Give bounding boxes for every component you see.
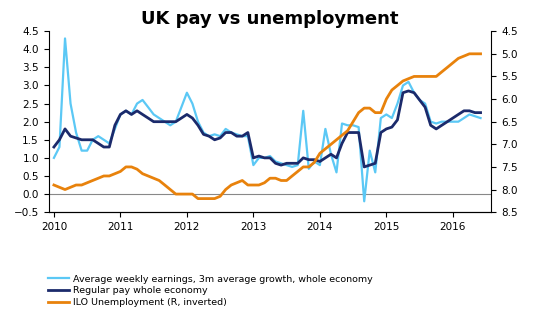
Regular pay whole economy <box>233 134 240 138</box>
Line: Average weekly earnings, 3m average growth, whole economy: Average weekly earnings, 3m average grow… <box>54 38 481 201</box>
Legend: Average weekly earnings, 3m average growth, whole economy, Regular pay whole eco: Average weekly earnings, 3m average grow… <box>48 275 373 307</box>
ILO Unemployment (R, inverted) <box>477 52 484 56</box>
ILO Unemployment (R, inverted) <box>189 192 195 196</box>
Line: Regular pay whole economy: Regular pay whole economy <box>54 91 481 167</box>
ILO Unemployment (R, inverted) <box>361 106 367 110</box>
Average weekly earnings, 3m average growth, whole economy <box>272 160 279 163</box>
Average weekly earnings, 3m average growth, whole economy <box>62 37 68 40</box>
Average weekly earnings, 3m average growth, whole economy <box>84 149 90 153</box>
Regular pay whole economy <box>78 138 85 142</box>
Average weekly earnings, 3m average growth, whole economy <box>477 116 484 120</box>
Average weekly earnings, 3m average growth, whole economy <box>239 134 246 138</box>
Average weekly earnings, 3m average growth, whole economy <box>195 120 201 124</box>
Regular pay whole economy <box>355 131 362 134</box>
Regular pay whole economy <box>361 165 367 169</box>
Regular pay whole economy <box>477 111 484 115</box>
ILO Unemployment (R, inverted) <box>466 52 472 56</box>
Title: UK pay vs unemployment: UK pay vs unemployment <box>141 10 399 28</box>
ILO Unemployment (R, inverted) <box>239 178 246 182</box>
Regular pay whole economy <box>123 109 129 113</box>
Regular pay whole economy <box>51 145 57 149</box>
Average weekly earnings, 3m average growth, whole economy <box>129 113 135 116</box>
ILO Unemployment (R, inverted) <box>272 176 279 180</box>
Regular pay whole economy <box>267 156 273 160</box>
Average weekly earnings, 3m average growth, whole economy <box>361 199 367 203</box>
ILO Unemployment (R, inverted) <box>123 165 129 169</box>
Regular pay whole economy <box>189 116 195 120</box>
Regular pay whole economy <box>405 89 411 93</box>
ILO Unemployment (R, inverted) <box>195 197 201 200</box>
Average weekly earnings, 3m average growth, whole economy <box>367 149 373 153</box>
Average weekly earnings, 3m average growth, whole economy <box>51 156 57 160</box>
ILO Unemployment (R, inverted) <box>51 183 57 187</box>
ILO Unemployment (R, inverted) <box>78 183 85 187</box>
Line: ILO Unemployment (R, inverted): ILO Unemployment (R, inverted) <box>54 54 481 198</box>
